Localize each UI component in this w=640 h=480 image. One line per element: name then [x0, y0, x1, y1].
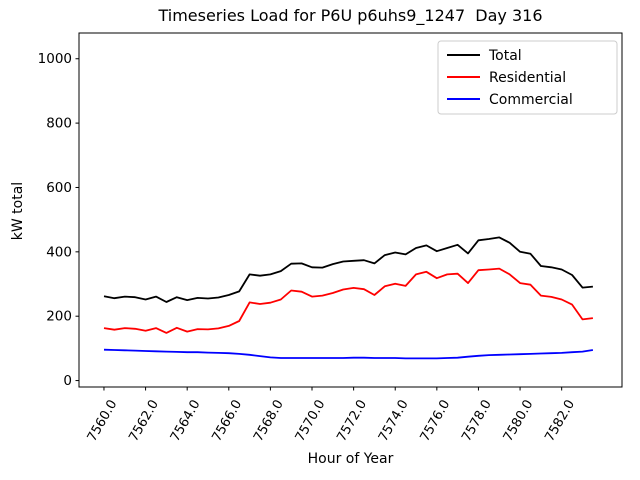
- y-tick-label: 400: [46, 244, 72, 260]
- legend-label-residential: Residential: [489, 70, 566, 86]
- x-tick-label: 7574.0: [376, 398, 412, 445]
- x-tick-label: 7578.0: [459, 397, 495, 444]
- x-tick-label: 7580.0: [501, 398, 537, 445]
- legend-label-commercial: Commercial: [489, 92, 573, 108]
- chart-title: Timeseries Load for P6U p6uhs9_1247 Day …: [158, 6, 543, 25]
- x-tick-label: 7582.0: [542, 398, 578, 445]
- x-tick-label: 7572.0: [334, 398, 370, 445]
- y-axis-label: kW total: [10, 181, 26, 241]
- x-tick-label: 7576.0: [418, 398, 454, 445]
- legend-label-total: Total: [488, 48, 522, 64]
- y-tick-label: 200: [46, 309, 72, 325]
- x-tick-label: 7560.0: [85, 398, 121, 445]
- x-tick-label: 7564.0: [168, 398, 204, 445]
- series-line-total: [103, 236, 593, 303]
- legend-box: [437, 40, 618, 115]
- y-tick-label: 600: [46, 180, 72, 196]
- y-tick-label: 1000: [38, 51, 72, 67]
- axes-frame: [78, 32, 623, 388]
- x-tick-label: 7562.0: [126, 398, 162, 445]
- x-tick-label: 7566.0: [210, 398, 246, 445]
- series-line-residential: [103, 267, 594, 334]
- y-tick-label: 0: [63, 373, 72, 389]
- x-tick-label: 7570.0: [293, 398, 329, 445]
- x-axis-label: Hour of Year: [307, 451, 394, 467]
- y-tick-label: 800: [46, 116, 72, 132]
- x-tick-label: 7568.0: [251, 398, 287, 445]
- series-line-commercial: [103, 348, 594, 360]
